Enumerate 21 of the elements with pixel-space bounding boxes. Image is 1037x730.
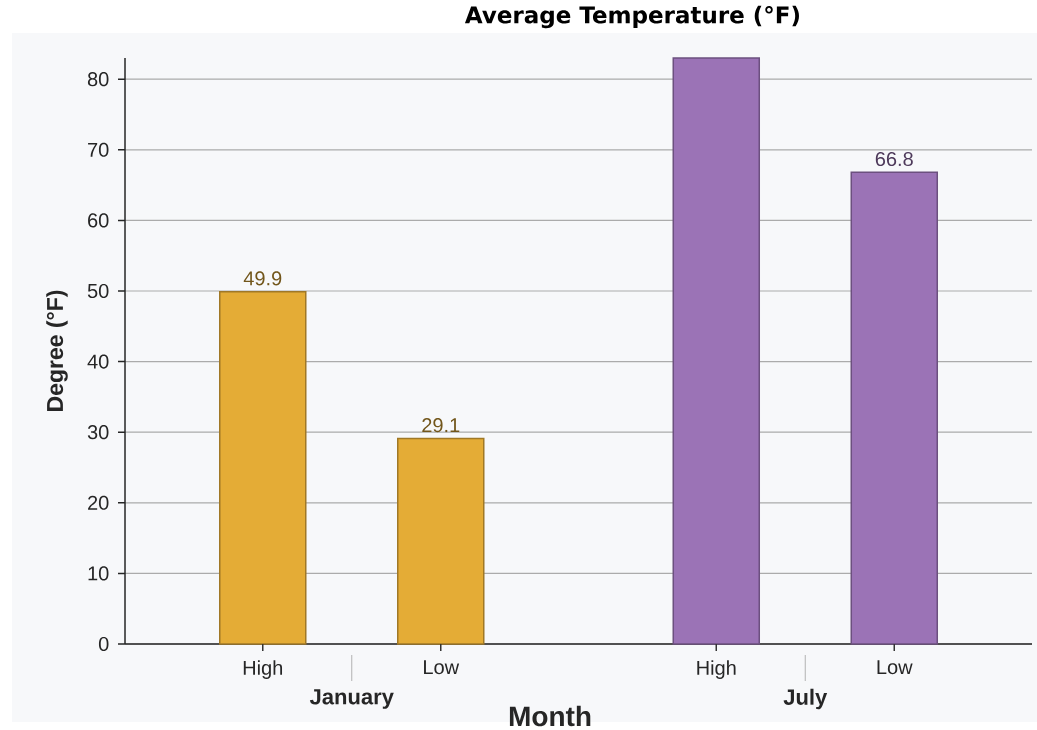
series-label: Low xyxy=(424,660,460,675)
x-tick-label: July xyxy=(783,688,828,710)
data-label: 49.9 xyxy=(243,271,282,286)
y-tick-label: 10 xyxy=(88,566,109,581)
text: High xyxy=(697,660,736,679)
x-tick-label: January xyxy=(309,689,394,709)
data-label: 66.8 xyxy=(875,151,913,167)
data-label: 29.1 xyxy=(422,418,460,433)
y-tick-label: 40 xyxy=(87,354,109,369)
y-tick-label: 70 xyxy=(88,142,109,157)
y-tick-label: 0 xyxy=(98,636,109,652)
series-label: High xyxy=(243,660,283,679)
y-tick-label: 80 xyxy=(87,72,109,87)
chart-title: Average Temperature (°F) xyxy=(464,5,799,29)
y-tick-label: 60 xyxy=(88,213,109,228)
y-axis-title: Degree (°F) xyxy=(46,290,68,411)
text: Low xyxy=(877,660,913,675)
x-axis-title: Month xyxy=(509,705,591,727)
y-tick-label: 30 xyxy=(87,425,109,440)
y-tick-label: 50 xyxy=(87,283,109,299)
y-tick-label: 20 xyxy=(88,495,109,510)
